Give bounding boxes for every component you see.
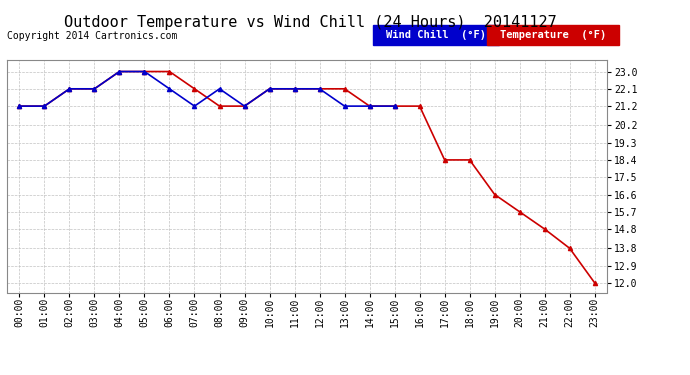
Text: Outdoor Temperature vs Wind Chill (24 Hours)  20141127: Outdoor Temperature vs Wind Chill (24 Ho… (64, 15, 557, 30)
Text: Temperature  (°F): Temperature (°F) (500, 30, 607, 40)
Text: Wind Chill  (°F): Wind Chill (°F) (386, 30, 486, 40)
Text: Copyright 2014 Cartronics.com: Copyright 2014 Cartronics.com (7, 32, 177, 41)
FancyBboxPatch shape (373, 25, 499, 45)
FancyBboxPatch shape (487, 25, 619, 45)
